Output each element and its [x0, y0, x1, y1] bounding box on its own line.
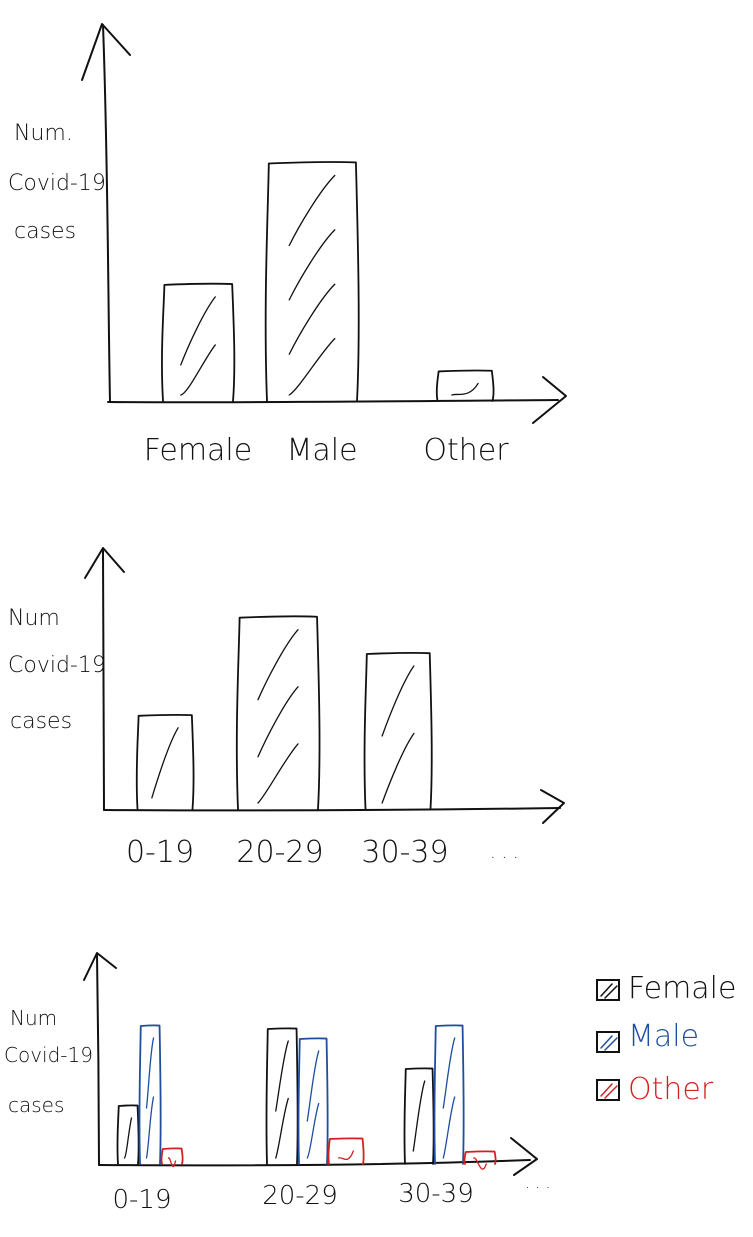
bar-0-19-male-outline: [138, 1024, 162, 1165]
chart-age-by-sex-legend: Female Male Other: [596, 971, 736, 1107]
chart-age-by-sex: Num Covid-19 cases 0-19 20-29 30-39 . . …: [4, 952, 736, 1215]
bar-20-29-female-outline: [265, 1027, 299, 1165]
bar-30-39-other-hatch: [473, 1157, 487, 1170]
chart-age-by-sex-axis-ellipsis: . . .: [525, 1173, 550, 1192]
bar-20-29-female: [265, 1027, 299, 1165]
chart-age-by-sex-x-arrowhead: [510, 1137, 538, 1176]
bar-male: [264, 161, 360, 402]
chart-age-by-sex-y-label-line-2: Covid-19: [4, 1043, 93, 1067]
bar-female-hatch: [180, 296, 216, 396]
legend-swatch-female-hatch: [600, 983, 618, 999]
chart-age-y-axis: [102, 549, 105, 811]
legend-swatch-male-hatch: [600, 1035, 618, 1051]
legend-label-female: Female: [628, 971, 736, 1006]
x-tick-label: Male: [286, 433, 357, 468]
chart-age-bars: [135, 615, 433, 810]
bar-20-29-male-outline: [297, 1037, 329, 1165]
bar-other: [435, 369, 495, 402]
bar-30-39-female-hatch: [412, 1080, 426, 1152]
legend-item-other: Other: [596, 1072, 714, 1107]
chart-sex-x-arrowhead: [532, 376, 567, 424]
chart-sex-y-label-line-2: Covid-19: [8, 171, 106, 196]
bar-20-29-female-hatch: [275, 1040, 289, 1159]
bar-20-29-other-outline: [327, 1137, 365, 1165]
chart-age-y-label-line-2: Covid-19: [8, 653, 106, 678]
chart-age-axis-ellipsis: . . .: [490, 842, 519, 863]
bar-20-29-other: [327, 1137, 365, 1165]
chart-age-y-arrowhead: [84, 547, 125, 579]
chart-sex-y-label-line-1: Num.: [14, 121, 73, 146]
chart-sex-y-axis: [102, 24, 111, 403]
legend-label-male: Male: [628, 1019, 699, 1054]
bar-0-19-other-outline: [160, 1147, 184, 1165]
bar-20-29-male: [297, 1037, 329, 1165]
bar-0-19-female: [116, 1104, 140, 1165]
legend-item-male: Male: [596, 1019, 699, 1054]
chart-age-y-label-line-3: cases: [10, 709, 72, 734]
x-tick-label: Female: [144, 433, 252, 468]
bar-male-outline: [264, 161, 360, 402]
chart-age-y-label-line-1: Num: [8, 606, 60, 631]
bar-20-29-other-hatch: [338, 1150, 354, 1161]
legend-swatch-female: [596, 979, 620, 1001]
bar-female: [161, 282, 236, 402]
chart-age-x-axis: [103, 807, 561, 812]
legend-label-other: Other: [628, 1072, 714, 1107]
chart-age-x-arrowhead: [540, 789, 565, 824]
bar-female-outline: [161, 282, 236, 402]
x-tick-label: 20-29: [236, 835, 323, 870]
bar-30-39-male-hatch: [442, 1037, 456, 1159]
bar-other-outline: [435, 369, 495, 402]
legend-item-female: Female: [596, 971, 736, 1006]
bar-30-39-female-outline: [403, 1067, 435, 1165]
x-tick-label: 0-19: [126, 835, 194, 870]
chart-age-by-sex-y-label-line-1: Num: [10, 1006, 57, 1030]
bar-0-19-other-hatch: [167, 1157, 177, 1168]
bar-age-30-39-outline: [363, 651, 433, 810]
bar-age-30-39-hatch: [381, 665, 415, 804]
legend-swatch-male: [596, 1031, 620, 1053]
x-tick-label: 0-19: [112, 1185, 171, 1215]
bar-0-19-other: [160, 1147, 184, 1168]
bar-30-39-other-outline: [463, 1150, 497, 1165]
legend-swatch-other: [596, 1079, 620, 1101]
bar-age-30-39: [363, 651, 433, 810]
bar-0-19-male-hatch: [145, 1037, 155, 1159]
bar-0-19-female-hatch: [123, 1117, 133, 1159]
bar-age-20-29: [235, 615, 321, 810]
bar-age-0-19-hatch: [151, 727, 179, 799]
chart-sex: Num. Covid-19 cases Female Male Other: [8, 23, 567, 468]
chart-age: Num Covid-19 cases 0-19 20-29 30-39 . . …: [8, 547, 565, 870]
bar-20-29-male-hatch: [306, 1050, 320, 1159]
chart-age-by-sex-bars: [116, 1024, 497, 1170]
chart-age-by-sex-y-axis: [96, 954, 100, 1166]
bar-0-19-female-outline: [116, 1104, 140, 1165]
bar-age-0-19-outline: [135, 713, 195, 810]
chart-sex-bars: [161, 161, 495, 402]
chart-sex-x-axis: [107, 399, 559, 404]
chart-age-by-sex-x-axis: [98, 1159, 531, 1167]
bar-age-0-19: [135, 713, 195, 810]
chart-age-by-sex-y-label-line-3: cases: [8, 1093, 64, 1117]
bar-30-39-male: [433, 1024, 465, 1165]
bar-other-hatch: [451, 382, 479, 396]
bar-0-19-male: [138, 1024, 162, 1165]
x-tick-label: 30-39: [361, 835, 448, 870]
chart-sex-y-label-line-3: cases: [14, 219, 76, 244]
legend-swatch-other-hatch: [600, 1083, 618, 1099]
bar-male-hatch: [288, 174, 336, 396]
chart-age-by-sex-y-arrowhead: [83, 952, 117, 981]
bar-30-39-female: [403, 1067, 435, 1165]
bar-age-20-29-hatch: [257, 629, 299, 804]
x-tick-label: Other: [423, 433, 509, 468]
bar-age-20-29-outline: [235, 615, 321, 810]
chart-sex-y-arrowhead: [81, 23, 131, 81]
x-tick-label: 20-29: [262, 1181, 338, 1211]
bar-30-39-male-outline: [433, 1024, 465, 1165]
x-tick-label: 30-39: [398, 1179, 474, 1209]
bar-30-39-other: [463, 1150, 497, 1170]
